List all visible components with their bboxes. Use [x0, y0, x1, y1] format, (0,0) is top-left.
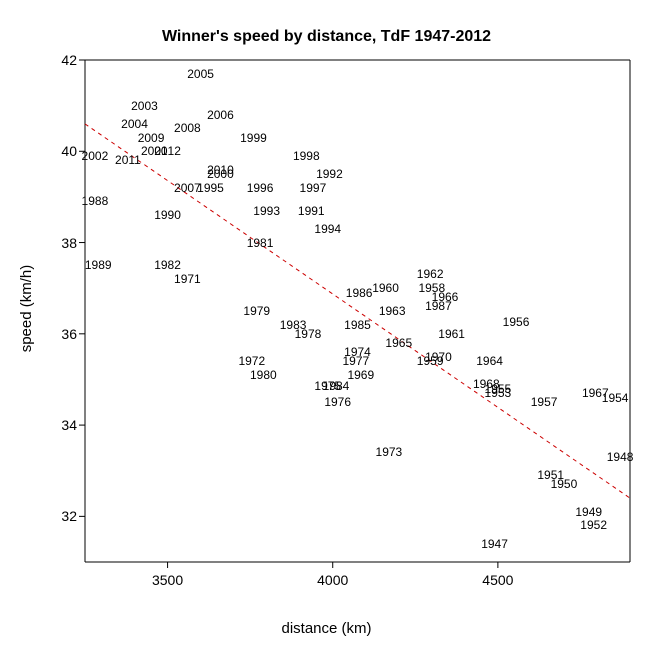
- point-label: 1967: [582, 386, 609, 400]
- point-label: 1990: [154, 208, 181, 222]
- point-label: 1964: [476, 354, 503, 368]
- point-label: 1983: [280, 318, 307, 332]
- point-label: 1956: [503, 315, 530, 329]
- x-axis-label: distance (km): [0, 620, 653, 637]
- point-label: 1996: [247, 181, 274, 195]
- point-label: 2005: [187, 67, 214, 81]
- y-tick-label: 42: [55, 52, 77, 68]
- point-label: 2002: [82, 149, 109, 163]
- point-label: 2012: [154, 144, 181, 158]
- point-label: 1999: [240, 131, 267, 145]
- point-label: 1971: [174, 272, 201, 286]
- point-label: 1965: [385, 336, 412, 350]
- point-label: 1976: [324, 395, 351, 409]
- point-label: 1966: [432, 290, 459, 304]
- point-label: 1977: [342, 354, 369, 368]
- y-tick-label: 40: [55, 143, 77, 159]
- point-label: 2007: [174, 181, 201, 195]
- point-label: 1985: [344, 318, 371, 332]
- point-label: 1961: [438, 327, 465, 341]
- point-label: 1973: [376, 445, 403, 459]
- point-label: 1988: [82, 194, 109, 208]
- point-label: 1951: [537, 468, 564, 482]
- point-label: 1969: [347, 368, 374, 382]
- point-label: 1992: [316, 167, 343, 181]
- point-label: 1995: [197, 181, 224, 195]
- point-label: 2008: [174, 121, 201, 135]
- point-label: 1949: [575, 505, 602, 519]
- point-label: 1960: [372, 281, 399, 295]
- point-label: 1980: [250, 368, 277, 382]
- y-tick-label: 38: [55, 235, 77, 251]
- point-label: 1952: [580, 518, 607, 532]
- point-label: 1979: [243, 304, 270, 318]
- y-tick-label: 32: [55, 508, 77, 524]
- point-label: 1981: [247, 236, 274, 250]
- point-label: 1984: [323, 379, 350, 393]
- point-label: 1955: [485, 382, 512, 396]
- x-tick-label: 3500: [152, 572, 183, 588]
- point-label: 1993: [253, 204, 280, 218]
- chart-container: Winner's speed by distance, TdF 1947-201…: [0, 0, 653, 653]
- point-label: 1997: [300, 181, 327, 195]
- point-label: 1970: [425, 350, 452, 364]
- point-label: 2009: [138, 131, 165, 145]
- y-tick-label: 34: [55, 417, 77, 433]
- point-label: 1962: [417, 267, 444, 281]
- point-label: 1957: [531, 395, 558, 409]
- point-label: 1947: [481, 537, 508, 551]
- point-label: 1963: [379, 304, 406, 318]
- point-label: 1948: [607, 450, 634, 464]
- point-label: 1989: [85, 258, 112, 272]
- point-label: 1994: [314, 222, 341, 236]
- chart-axes-svg: [0, 0, 653, 653]
- point-label: 2011: [115, 153, 141, 167]
- point-label: 2010: [207, 163, 234, 177]
- x-tick-label: 4500: [482, 572, 513, 588]
- point-label: 2006: [207, 108, 234, 122]
- point-label: 2003: [131, 99, 158, 113]
- x-tick-label: 4000: [317, 572, 348, 588]
- point-label: 1972: [238, 354, 265, 368]
- point-label: 1982: [154, 258, 181, 272]
- point-label: 2004: [121, 117, 148, 131]
- point-label: 1986: [346, 286, 373, 300]
- point-label: 1991: [298, 204, 325, 218]
- y-axis-label: speed (km/h): [18, 0, 35, 635]
- y-tick-label: 36: [55, 326, 77, 342]
- point-label: 1998: [293, 149, 320, 163]
